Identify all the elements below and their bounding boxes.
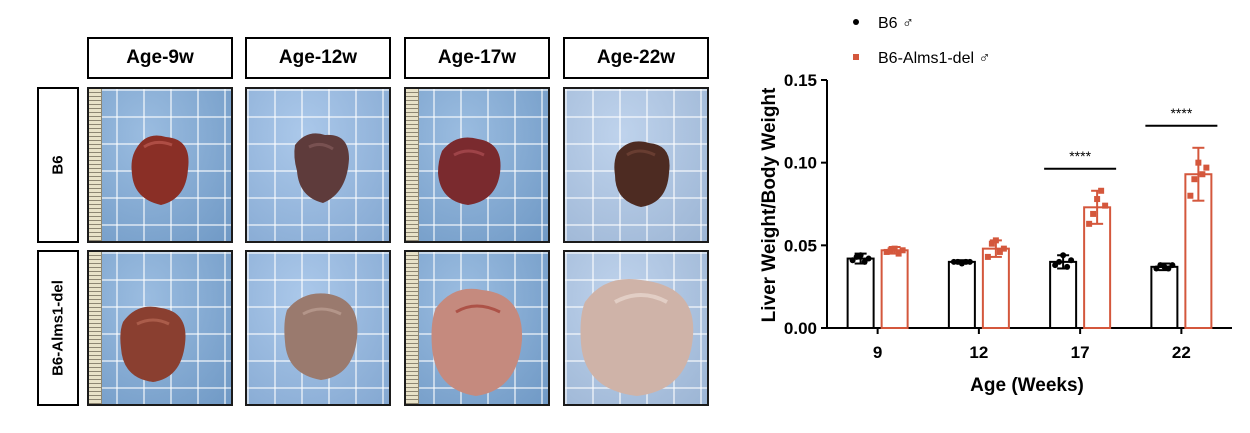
data-point xyxy=(984,253,991,260)
bar xyxy=(1150,265,1179,329)
liver-image xyxy=(120,306,186,382)
x-axis-label: Age (Weeks) xyxy=(970,375,1084,396)
data-point xyxy=(1187,192,1194,199)
data-point xyxy=(895,250,902,257)
x-tick-label: 12 xyxy=(969,343,988,362)
y-tick-label: 0.10 xyxy=(784,154,817,173)
bar xyxy=(947,260,976,329)
data-point xyxy=(1153,265,1160,272)
column-header-age-17w: Age-17w xyxy=(404,37,550,79)
data-point xyxy=(988,240,995,247)
liver-photo-b6-17w xyxy=(404,87,550,243)
column-header-age-9w: Age-9w xyxy=(87,37,233,79)
column-header-age-22w: Age-22w xyxy=(563,37,709,79)
data-point xyxy=(865,255,872,262)
liver-photo-b6-12w xyxy=(245,87,391,243)
legend-marker-alms1 xyxy=(853,54,859,60)
data-point xyxy=(849,257,856,264)
legend-label-b6: B6 ♂ xyxy=(878,15,914,32)
bar xyxy=(880,249,909,329)
y-axis-label: Liver Weight/Body Weight xyxy=(759,87,780,322)
data-point xyxy=(966,258,973,265)
data-point xyxy=(1068,257,1075,264)
column-header-age-12w: Age-12w xyxy=(245,37,391,79)
liver-image xyxy=(431,288,523,396)
ruler xyxy=(89,252,102,404)
bar xyxy=(981,247,1010,329)
data-point xyxy=(992,237,999,244)
data-point xyxy=(899,247,906,254)
x-tick-label: 22 xyxy=(1172,343,1191,362)
data-point xyxy=(1052,262,1059,269)
bar xyxy=(846,257,875,329)
ruler xyxy=(406,89,419,241)
data-point xyxy=(1060,252,1067,259)
liver-image xyxy=(284,293,358,380)
liver-image xyxy=(438,137,501,205)
data-point xyxy=(1086,220,1093,227)
row-header-label: B6-Alms1-del xyxy=(49,280,67,376)
data-point xyxy=(1165,265,1172,272)
data-point xyxy=(861,258,868,265)
data-point xyxy=(857,252,864,259)
significance-label: **** xyxy=(1069,148,1091,164)
data-point xyxy=(1064,263,1071,270)
plot-area: 0.00 0.05 0.10 0.15 9 12 17 22 **** **** xyxy=(784,71,1232,362)
data-point xyxy=(1090,210,1097,217)
legend-label-alms1: B6-Alms1-del ♂ xyxy=(878,50,990,67)
liver-photo-b6-9w xyxy=(87,87,233,243)
legend: B6 ♂ B6-Alms1-del ♂ xyxy=(853,15,990,67)
liver-image xyxy=(580,278,694,396)
liver-photo-alms1-22w xyxy=(563,250,709,406)
data-point xyxy=(887,247,894,254)
data-point xyxy=(1199,171,1206,178)
data-point xyxy=(1203,164,1210,171)
data-point xyxy=(1102,202,1109,209)
data-point xyxy=(1056,258,1063,265)
liver-image xyxy=(614,141,670,207)
bar xyxy=(1049,260,1078,329)
row-header-b6-alms1-del: B6-Alms1-del xyxy=(37,250,79,406)
liver-image xyxy=(294,133,349,203)
data-point xyxy=(1094,196,1101,203)
liver-photo-alms1-9w xyxy=(87,250,233,406)
y-tick-label: 0.05 xyxy=(784,236,817,255)
liver-image xyxy=(131,135,189,205)
data-point xyxy=(1098,187,1105,194)
row-header-b6: B6 xyxy=(37,87,79,243)
data-point xyxy=(1195,159,1202,166)
y-tick-label: 0.15 xyxy=(784,71,817,90)
y-tick-label: 0.00 xyxy=(784,319,817,338)
liver-photo-b6-22w xyxy=(563,87,709,243)
x-tick-label: 17 xyxy=(1071,343,1090,362)
row-header-label: B6 xyxy=(49,155,67,175)
data-point xyxy=(996,248,1003,255)
data-point xyxy=(1000,245,1007,252)
liver-photo-alms1-17w xyxy=(404,250,550,406)
x-tick-label: 9 xyxy=(873,343,882,362)
data-point xyxy=(883,248,890,255)
legend-marker-b6 xyxy=(853,19,859,25)
ruler xyxy=(89,89,102,241)
significance-label: **** xyxy=(1170,105,1192,121)
liver-ratio-chart: B6 ♂ B6-Alms1-del ♂ Liver Weight/Body We… xyxy=(759,15,1232,396)
data-point xyxy=(1191,176,1198,183)
data-point xyxy=(891,245,898,252)
ruler xyxy=(406,252,419,404)
data-point xyxy=(1169,262,1176,269)
liver-photo-alms1-12w xyxy=(245,250,391,406)
